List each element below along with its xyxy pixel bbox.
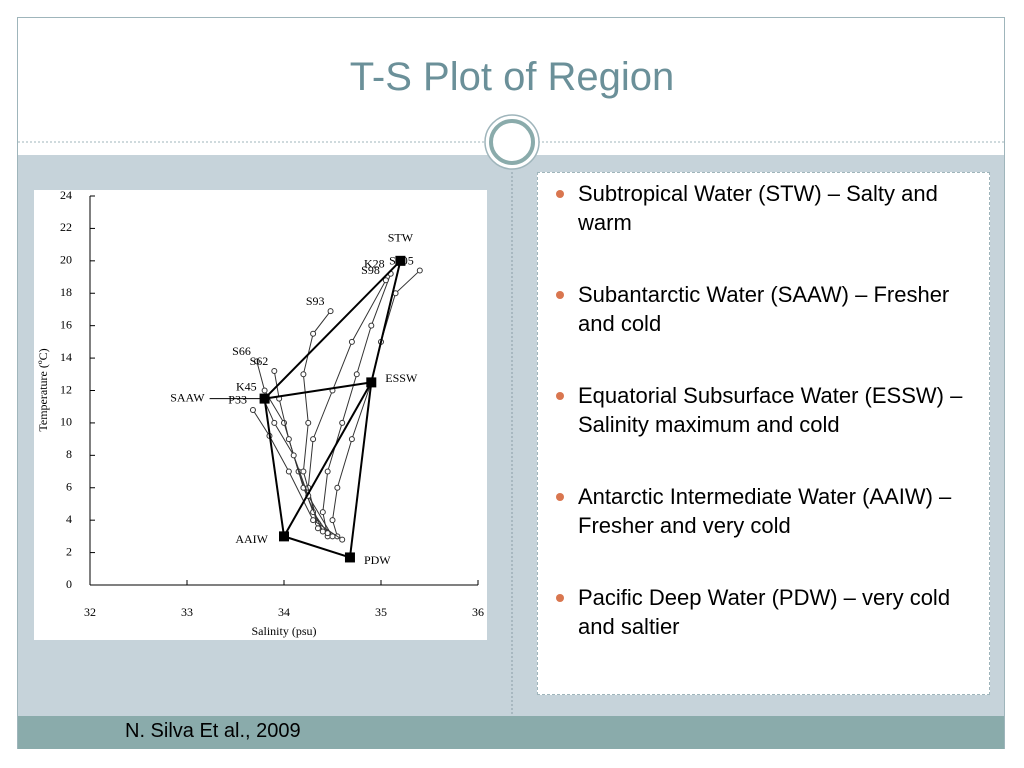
mixing-line	[263, 260, 402, 400]
station-point	[339, 419, 346, 426]
station-point	[416, 267, 423, 274]
y-tick-label: 10	[60, 415, 72, 429]
station-label: S62	[250, 354, 269, 368]
station-label: K28	[364, 257, 385, 271]
x-tick-label: 33	[181, 605, 193, 619]
station-point	[329, 533, 336, 540]
water-mass-label: SAAW	[170, 390, 205, 404]
station-point	[310, 330, 317, 337]
station-point	[368, 322, 375, 329]
station-point	[290, 452, 297, 459]
plot-background	[34, 190, 487, 640]
station-point	[253, 358, 260, 365]
y-tick-label: 20	[60, 253, 72, 267]
y-tick-label: 22	[60, 220, 72, 234]
y-tick-label: 4	[66, 512, 72, 526]
station-label: K45	[236, 380, 257, 394]
water-mass	[395, 255, 406, 266]
water-mass-label: STW	[388, 231, 414, 245]
bullet: Subantarctic Water (SAAW) – Fresher and …	[556, 280, 979, 338]
y-tick-label: 14	[60, 350, 72, 364]
water-mass-label: AAIW	[235, 532, 268, 546]
station-point	[285, 436, 292, 443]
mixing-line	[370, 260, 402, 383]
station-label: S93	[306, 294, 325, 308]
mixing-line	[264, 381, 372, 400]
station-point	[271, 419, 278, 426]
station-point	[327, 308, 334, 315]
y-tick-label: 0	[66, 577, 72, 591]
station-point	[382, 277, 389, 284]
station-profile	[331, 270, 421, 537]
x-tick-label: 34	[278, 605, 290, 619]
station-label: S98	[361, 263, 380, 277]
x-tick-label: 36	[472, 605, 484, 619]
x-tick-label: 35	[375, 605, 387, 619]
y-tick-label: 8	[66, 447, 72, 461]
y-tick-label: 18	[60, 285, 72, 299]
y-tick-label: 2	[66, 544, 72, 558]
station-profile	[302, 310, 331, 524]
water-mass	[344, 552, 355, 563]
water-mass	[259, 393, 270, 404]
station-point	[353, 371, 360, 378]
station-point	[305, 419, 312, 426]
station-point	[339, 536, 346, 543]
water-mass-label: ESSW	[385, 371, 418, 385]
mixing-line	[283, 535, 351, 559]
bullet: Subtropical Water (STW) – Salty and warm	[556, 179, 979, 237]
station-point	[329, 517, 336, 524]
station-point	[310, 436, 317, 443]
ornament	[489, 119, 535, 165]
station-point	[348, 338, 355, 345]
y-axis-label: Temperature (ºC)	[36, 348, 50, 431]
station-point	[271, 368, 278, 375]
y-tick-label: 16	[60, 317, 72, 331]
station-point	[348, 436, 355, 443]
station-point	[334, 484, 341, 491]
y-tick-label: 12	[60, 382, 72, 396]
x-tick-label: 32	[84, 605, 96, 619]
bullet: Equatorial Subsurface Water (ESSW) – Sal…	[556, 381, 979, 439]
station-point	[324, 468, 331, 475]
station-label: S66	[232, 344, 251, 358]
mixing-line	[283, 381, 373, 537]
bullet: Antarctic Intermediate Water (AAIW) – Fr…	[556, 482, 979, 540]
y-tick-label: 24	[60, 188, 72, 202]
water-mass-label: PDW	[364, 553, 391, 567]
mixing-line	[348, 382, 373, 558]
station-point	[314, 525, 321, 532]
station-point	[310, 517, 317, 524]
station-point	[300, 468, 307, 475]
footer-bar	[18, 716, 1004, 749]
station-point	[285, 468, 292, 475]
y-tick-label: 6	[66, 480, 72, 494]
station-point	[319, 528, 326, 535]
bullet: Pacific Deep Water (PDW) – very cold and…	[556, 583, 979, 641]
bullet-list: Subtropical Water (STW) – Salty and warm…	[538, 173, 989, 641]
water-mass	[279, 531, 289, 542]
water-mass	[366, 377, 377, 388]
station-point	[300, 371, 307, 378]
station-point	[261, 387, 268, 394]
station-point	[249, 406, 256, 413]
mixing-line	[263, 398, 285, 537]
bullet-box: Subtropical Water (STW) – Salty and warm…	[537, 172, 990, 695]
x-axis-label: Salinity (psu)	[252, 624, 317, 638]
station-label: P33	[228, 393, 247, 407]
slide-title: T-S Plot of Region	[349, 55, 675, 99]
citation: N. Silva Et al., 2009	[125, 720, 301, 742]
station-point	[319, 509, 326, 516]
